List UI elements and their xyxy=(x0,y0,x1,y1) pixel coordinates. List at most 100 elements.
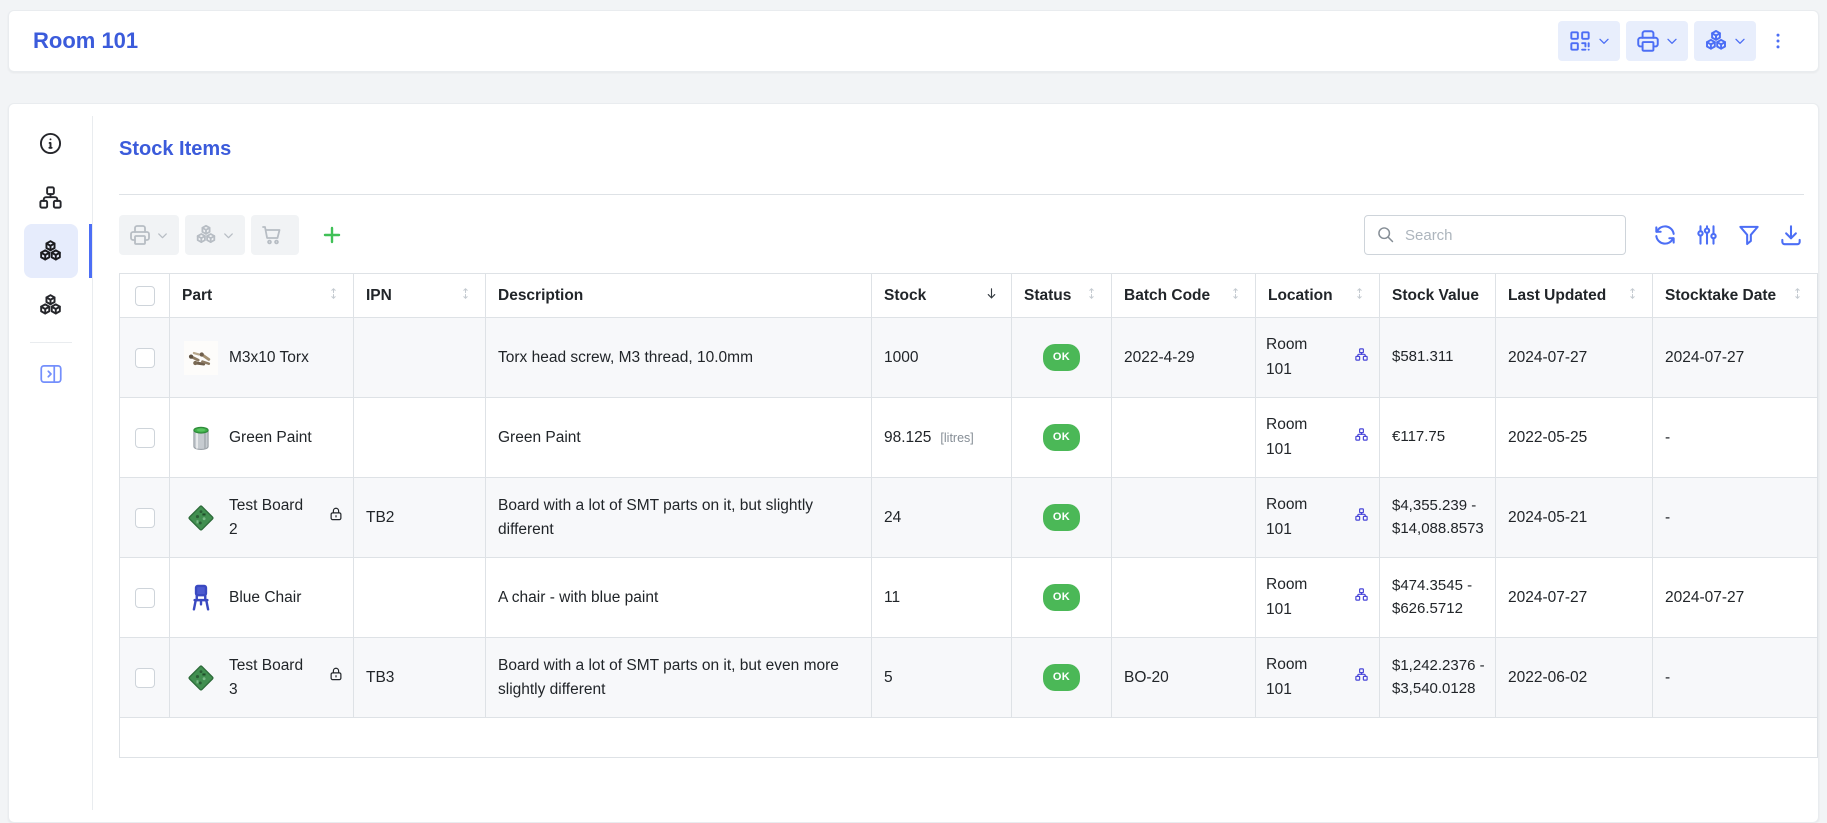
location-name[interactable]: Room 101 xyxy=(1266,656,1308,698)
column-label: IPN xyxy=(366,286,392,304)
row-checkbox[interactable] xyxy=(134,427,155,448)
part-name[interactable]: Green Paint xyxy=(229,428,312,446)
location-cell: Room 101 xyxy=(1255,637,1380,718)
last-updated-cell: 2022-05-25 xyxy=(1495,397,1653,478)
row-checkbox[interactable] xyxy=(134,587,155,608)
sort-both-icon xyxy=(331,287,336,299)
status-badge: OK xyxy=(1042,344,1081,371)
sitemap-icon xyxy=(1355,428,1368,441)
expand-sidebar-button[interactable] xyxy=(24,353,78,395)
column-label: Stock xyxy=(884,286,927,304)
part-cell: Blue Chair xyxy=(170,573,353,623)
ipn-cell xyxy=(353,317,486,398)
sitemap-icon xyxy=(1355,348,1368,361)
part-name[interactable]: Blue Chair xyxy=(229,588,302,606)
column-header-status[interactable]: Status xyxy=(1011,273,1112,318)
location-name[interactable]: Room 101 xyxy=(1266,336,1308,378)
row-checkbox[interactable] xyxy=(134,667,155,688)
status-badge: OK xyxy=(1042,424,1081,451)
column-label: Description xyxy=(498,286,584,304)
column-header-stock[interactable]: Stock xyxy=(871,273,1012,318)
column-header-location[interactable]: Location xyxy=(1255,273,1380,318)
table-row[interactable]: Green Paint Green Paint 98.125 [litres] OK Ro… xyxy=(119,397,1818,478)
part-cell: Test Board 2 xyxy=(170,486,353,549)
more-options-button[interactable] xyxy=(1762,21,1794,61)
table-columns-button[interactable] xyxy=(1694,221,1720,249)
sort-both-icon xyxy=(1795,287,1800,299)
column-header-select xyxy=(119,273,170,318)
stocktake-cell: - xyxy=(1652,397,1818,478)
table-row[interactable]: Blue Chair A chair - with blue paint 11 OK R… xyxy=(119,557,1818,638)
column-header-description: Description xyxy=(485,273,872,318)
location-name[interactable]: Room 101 xyxy=(1266,496,1308,538)
barcode-actions-button[interactable] xyxy=(1558,21,1620,61)
part-name[interactable]: M3x10 Torx xyxy=(229,348,309,366)
location-cell: Room 101 xyxy=(1255,317,1380,398)
stock-value-cell: $1,242.2376 - $3,540.0128 xyxy=(1379,637,1496,718)
stock-cubes-icon xyxy=(196,224,216,243)
stock-quantity: 98.125 xyxy=(884,428,932,446)
refresh-icon xyxy=(1655,225,1675,245)
column-header-batch[interactable]: Batch Code xyxy=(1111,273,1256,318)
stock-table-wrap: Part IPN Description Stock Status Batch Code L… xyxy=(119,273,1818,758)
lock-icon xyxy=(327,505,345,530)
table-row[interactable]: Test Board 2 TB2 Board with a lot of SMT p… xyxy=(119,477,1818,558)
page-title: Room 101 xyxy=(33,28,139,53)
stock-value-cell: $474.3545 - $626.5712 xyxy=(1379,557,1496,638)
ipn-cell xyxy=(353,397,486,478)
stock-cell: 5 xyxy=(871,637,1012,718)
column-header-ipn[interactable]: IPN xyxy=(353,273,486,318)
sitemap-icon[interactable] xyxy=(1354,666,1369,689)
toolbar-left-buttons xyxy=(119,215,351,255)
stock-units: [litres] xyxy=(940,430,974,445)
header-actions xyxy=(1558,21,1794,61)
sitemap-icon[interactable] xyxy=(1354,346,1369,369)
location-name[interactable]: Room 101 xyxy=(1266,576,1308,618)
stock-ops-button xyxy=(185,215,245,255)
search-input[interactable] xyxy=(1364,215,1626,255)
printer-icon xyxy=(130,225,150,245)
column-label: Part xyxy=(182,286,213,304)
last-updated-cell: 2024-05-21 xyxy=(1495,477,1653,558)
column-header-last_updated[interactable]: Last Updated xyxy=(1495,273,1653,318)
sidebar-item-default-parts[interactable] xyxy=(24,278,78,332)
part-name[interactable]: Test Board 2 xyxy=(229,497,304,538)
sidebar-item-stock-items[interactable] xyxy=(23,224,93,278)
column-header-part[interactable]: Part xyxy=(169,273,354,318)
stock-actions-button[interactable] xyxy=(1694,21,1756,61)
row-checkbox[interactable] xyxy=(134,347,155,368)
sidebar-item-sublocations[interactable] xyxy=(24,170,78,224)
row-checkbox[interactable] xyxy=(134,507,155,528)
table-filters-button[interactable] xyxy=(1736,221,1762,249)
refresh-button[interactable] xyxy=(1652,221,1678,249)
part-name[interactable]: Test Board 3 xyxy=(229,657,304,698)
stocktake-cell: - xyxy=(1652,477,1818,558)
last-updated-cell: 2022-06-02 xyxy=(1495,637,1653,718)
column-label: Last Updated xyxy=(1508,286,1607,304)
sidebar-item-details[interactable] xyxy=(24,116,78,170)
batch-cell: BO-20 xyxy=(1111,637,1256,718)
print-button xyxy=(119,215,179,255)
table-row[interactable]: M3x10 Torx Torx head screw, M3 thread, 10… xyxy=(119,317,1818,398)
table-row[interactable]: Test Board 3 TB3 Board with a lot of SMT p… xyxy=(119,637,1818,718)
print-actions-button[interactable] xyxy=(1626,21,1688,61)
stock-items-table: Part IPN Description Stock Status Batch Code L… xyxy=(119,273,1818,758)
last-updated-cell: 2024-07-27 xyxy=(1495,557,1653,638)
chair-thumb xyxy=(192,584,210,611)
sitemap-icon[interactable] xyxy=(1354,426,1369,449)
ipn-cell: TB2 xyxy=(353,477,486,558)
download-data-button[interactable] xyxy=(1778,221,1804,249)
sitemap-icon[interactable] xyxy=(1354,586,1369,609)
ipn-cell: TB3 xyxy=(353,637,486,718)
status-badge: OK xyxy=(1042,664,1081,691)
stock-cell: 11 xyxy=(871,557,1012,638)
search-box xyxy=(1364,215,1626,255)
stocktake-cell: 2024-07-27 xyxy=(1652,557,1818,638)
add-stock-item-button[interactable] xyxy=(313,215,351,255)
location-name[interactable]: Room 101 xyxy=(1266,416,1308,458)
sort-both-icon xyxy=(1630,287,1635,299)
sitemap-icon[interactable] xyxy=(1354,506,1369,529)
column-header-stocktake[interactable]: Stocktake Date xyxy=(1652,273,1818,318)
batch-cell xyxy=(1111,397,1256,478)
select-all-checkbox[interactable] xyxy=(134,285,155,306)
